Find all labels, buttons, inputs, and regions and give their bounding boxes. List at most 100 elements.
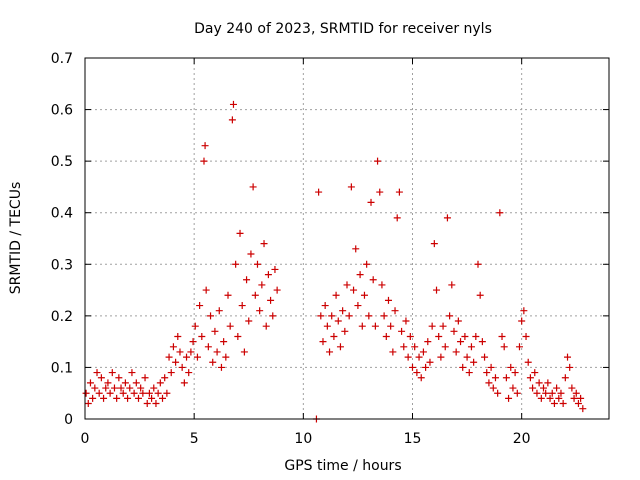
data-point bbox=[443, 214, 451, 222]
data-point bbox=[198, 332, 206, 340]
data-point bbox=[251, 291, 259, 299]
data-point bbox=[236, 229, 244, 237]
data-point bbox=[156, 379, 164, 387]
data-point bbox=[222, 353, 230, 361]
data-point bbox=[454, 317, 462, 325]
data-point bbox=[428, 322, 436, 330]
data-point bbox=[422, 363, 430, 371]
data-point bbox=[491, 374, 499, 382]
x-tick-label: 0 bbox=[81, 431, 90, 447]
data-point bbox=[463, 353, 471, 361]
data-point bbox=[128, 369, 136, 377]
data-point bbox=[238, 302, 246, 310]
data-point bbox=[82, 389, 90, 397]
data-point bbox=[494, 389, 502, 397]
data-point bbox=[228, 116, 236, 124]
data-point bbox=[485, 379, 493, 387]
data-point bbox=[459, 363, 467, 371]
data-point bbox=[435, 332, 443, 340]
data-point bbox=[150, 384, 158, 392]
data-point bbox=[465, 369, 473, 377]
data-point bbox=[165, 353, 173, 361]
data-point bbox=[478, 338, 486, 346]
data-point bbox=[119, 389, 127, 397]
data-point bbox=[415, 353, 423, 361]
data-point bbox=[243, 276, 251, 284]
chart-title: Day 240 of 2023, SRMTID for receiver nyl… bbox=[194, 21, 492, 37]
data-point bbox=[522, 332, 530, 340]
data-point bbox=[470, 358, 478, 366]
y-tick-label: 0.4 bbox=[51, 206, 73, 222]
data-point bbox=[215, 307, 223, 315]
data-point bbox=[496, 209, 504, 217]
data-point bbox=[354, 302, 362, 310]
data-point bbox=[100, 394, 108, 402]
data-point bbox=[130, 389, 138, 397]
data-point bbox=[240, 348, 248, 356]
data-point bbox=[474, 260, 482, 268]
data-point bbox=[213, 348, 221, 356]
data-point bbox=[167, 369, 175, 377]
data-point bbox=[546, 394, 554, 402]
data-point bbox=[509, 384, 517, 392]
data-point bbox=[544, 379, 552, 387]
data-point bbox=[548, 389, 556, 397]
data-point bbox=[574, 400, 582, 408]
data-point bbox=[174, 332, 182, 340]
data-point bbox=[413, 369, 421, 377]
y-tick-label: 0.2 bbox=[51, 309, 73, 325]
data-point bbox=[356, 271, 364, 279]
data-point bbox=[360, 291, 368, 299]
x-tick-label: 10 bbox=[294, 431, 312, 447]
data-point bbox=[115, 374, 123, 382]
data-point bbox=[535, 379, 543, 387]
data-point bbox=[196, 302, 204, 310]
data-point bbox=[319, 338, 327, 346]
data-point bbox=[323, 322, 331, 330]
y-tick-label: 0 bbox=[64, 412, 73, 428]
data-point bbox=[159, 394, 167, 402]
y-axis-label: SRMTID / TECUs bbox=[8, 182, 24, 295]
data-point bbox=[561, 374, 569, 382]
data-point bbox=[152, 400, 160, 408]
data-point bbox=[374, 157, 382, 165]
data-point bbox=[139, 389, 147, 397]
data-point bbox=[389, 348, 397, 356]
y-tick-label: 0.1 bbox=[51, 360, 73, 376]
data-point bbox=[406, 332, 414, 340]
data-point bbox=[398, 327, 406, 335]
data-point bbox=[430, 240, 438, 248]
data-point bbox=[201, 142, 209, 150]
data-point bbox=[400, 343, 408, 351]
data-point bbox=[550, 400, 558, 408]
data-point bbox=[110, 384, 118, 392]
data-point bbox=[564, 353, 572, 361]
data-point bbox=[515, 343, 523, 351]
data-point bbox=[365, 312, 373, 320]
data-point bbox=[347, 183, 355, 191]
data-point bbox=[448, 281, 456, 289]
data-point bbox=[452, 348, 460, 356]
data-point bbox=[163, 389, 171, 397]
data-point bbox=[211, 327, 219, 335]
data-point bbox=[185, 369, 193, 377]
data-point bbox=[336, 343, 344, 351]
data-point bbox=[433, 286, 441, 294]
data-point bbox=[91, 384, 99, 392]
data-point bbox=[183, 353, 191, 361]
data-point bbox=[256, 307, 264, 315]
data-point bbox=[395, 188, 403, 196]
data-point bbox=[505, 394, 513, 402]
data-point bbox=[419, 348, 427, 356]
data-point bbox=[180, 379, 188, 387]
data-point bbox=[540, 384, 547, 392]
data-point bbox=[317, 312, 325, 320]
data-point bbox=[169, 343, 177, 351]
data-point bbox=[141, 374, 149, 382]
data-point bbox=[253, 260, 261, 268]
data-point bbox=[367, 198, 375, 206]
data-point bbox=[315, 188, 323, 196]
data-point bbox=[172, 358, 180, 366]
data-point bbox=[518, 317, 526, 325]
data-point bbox=[200, 157, 208, 165]
